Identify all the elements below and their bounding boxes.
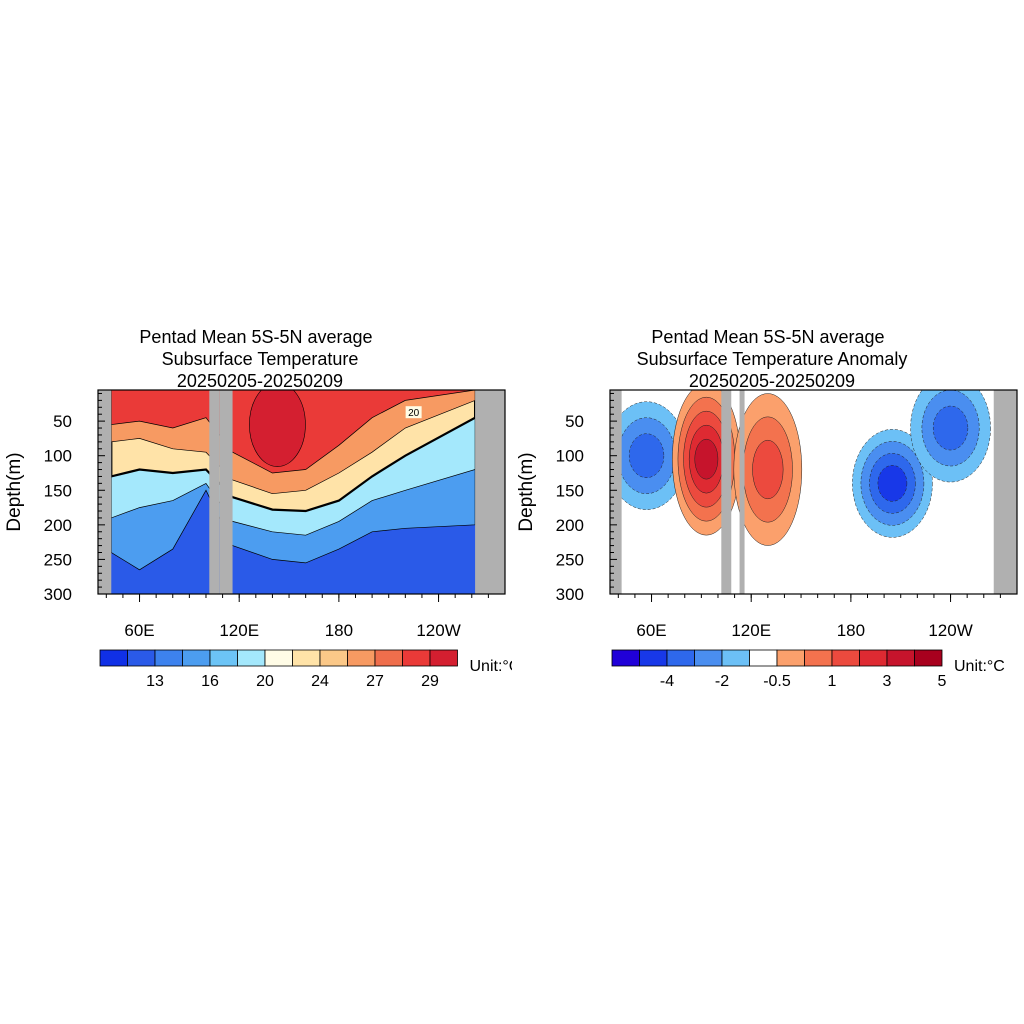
colorbar-label: 29: [421, 673, 439, 690]
y-tick-label: 150: [44, 481, 72, 500]
colorbar-cell: [429, 649, 458, 667]
y-tick-label: 250: [556, 550, 584, 569]
temperature-panel: Pentad Mean 5S-5N average Subsurface Tem…: [0, 320, 512, 700]
chart-title-line-3: 20250205-20250209: [176, 371, 344, 391]
colorbar-cell: [886, 649, 915, 667]
plot-frame: [609, 389, 1018, 595]
colorbar-label: 3: [883, 673, 892, 690]
colorbar-cell: [154, 649, 183, 667]
colorbar-cell: [402, 649, 431, 667]
colorbar-cell: [182, 649, 211, 667]
anomaly-panel: Pentad Mean 5S-5N average Subsurface Tem…: [512, 320, 1024, 700]
colorbar-label: 5: [938, 673, 947, 690]
anomaly-contour-negative: [932, 405, 969, 451]
colorbar-cell: [374, 649, 403, 667]
colorbar-cell: [804, 649, 833, 667]
y-tick-label: 50: [53, 412, 72, 431]
colorbar-unit: Unit:°C: [470, 658, 513, 675]
colorbar-cell: [209, 649, 238, 667]
land-mask: [721, 390, 732, 594]
colorbar-cell: [611, 649, 640, 667]
anomaly-contour-negative: [628, 433, 665, 478]
colorbar-label: 20: [256, 673, 274, 690]
colorbar-cell: [749, 649, 778, 667]
y-tick-label: 300: [556, 585, 584, 604]
land-mask: [610, 390, 622, 594]
colorbar-cell: [666, 649, 695, 667]
x-tick-label: 180: [325, 621, 353, 640]
land-mask: [993, 390, 1017, 594]
colorbar-cell: [237, 649, 266, 667]
x-tick-label: 60E: [636, 621, 666, 640]
anomaly-contour-negative: [877, 465, 908, 502]
colorbar-cell: [914, 649, 943, 667]
colorbar-cell: [347, 649, 376, 667]
x-tick-label: 120W: [928, 621, 972, 640]
x-tick-label: 180: [837, 621, 865, 640]
chart-title-line-1: Pentad Mean 5S-5N average: [651, 327, 885, 347]
y-axis-label: Depth(m): [4, 452, 25, 531]
colorbar-cell: [319, 649, 348, 667]
y-tick-label: 300: [44, 585, 72, 604]
colorbar-label: 13: [146, 673, 164, 690]
colorbar-label: -0.5: [763, 673, 791, 690]
land-mask: [209, 390, 220, 594]
y-tick-label: 50: [565, 412, 584, 431]
y-tick-label: 100: [556, 447, 584, 466]
colorbar-label: -2: [715, 673, 729, 690]
chart-title-line-2: Subsurface Temperature Anomaly: [636, 349, 908, 369]
colorbar-cell: [859, 649, 888, 667]
warm-pool-core: [249, 390, 306, 467]
temperature-section-chart: 20 50 100 150 200 250 300 60E 120E 180 120W Depth(m…: [4, 389, 513, 690]
x-tick-label: 120W: [416, 621, 460, 640]
plot-area: [610, 390, 1017, 594]
colorbar-label: 24: [311, 673, 329, 690]
colorbar-cell: [694, 649, 723, 667]
plot-frame: [97, 389, 506, 595]
x-tick-label: 60E: [124, 621, 154, 640]
contour-label: 20: [408, 408, 420, 419]
chart-title-line-2: Subsurface Temperature: [161, 349, 359, 369]
colorbar-cell: [776, 649, 805, 667]
contour-label-bg: [405, 406, 422, 419]
colorbar-cell: [831, 649, 860, 667]
anomaly-contour-positive: [694, 438, 719, 480]
land-mask: [739, 390, 745, 594]
colorbar-cell: [264, 649, 293, 667]
land-mask: [98, 390, 112, 594]
colorbar-cell: [639, 649, 668, 667]
chart-title-line-1: Pentad Mean 5S-5N average: [139, 327, 373, 347]
colorbar-label: 1: [828, 673, 837, 690]
chart-title-line-3: 20250205-20250209: [688, 371, 856, 391]
land-mask: [219, 390, 233, 594]
colorbar-label: -4: [660, 673, 674, 690]
colorbar-label: 16: [201, 673, 219, 690]
colorbar-cell: [292, 649, 321, 667]
x-tick-label: 120E: [731, 621, 771, 640]
y-tick-label: 150: [556, 481, 584, 500]
y-axis-label: Depth(m): [516, 452, 537, 531]
anomaly-contour-positive: [752, 439, 784, 500]
land-mask: [475, 390, 505, 594]
colorbar-cell: [721, 649, 750, 667]
colorbar-label: 27: [366, 673, 384, 690]
plot-area: 20: [98, 390, 505, 594]
anomaly-section-chart: 50 100 150 200 250 300 60E 120E 180 120W Depth(m) -…: [516, 389, 1018, 690]
colorbar-cell: [127, 649, 156, 667]
colorbar-unit: Unit:°C: [954, 658, 1005, 675]
y-tick-label: 200: [44, 516, 72, 535]
x-tick-label: 120E: [219, 621, 259, 640]
y-tick-label: 200: [556, 516, 584, 535]
y-tick-label: 100: [44, 447, 72, 466]
y-tick-label: 250: [44, 550, 72, 569]
colorbar-cell: [99, 649, 128, 667]
